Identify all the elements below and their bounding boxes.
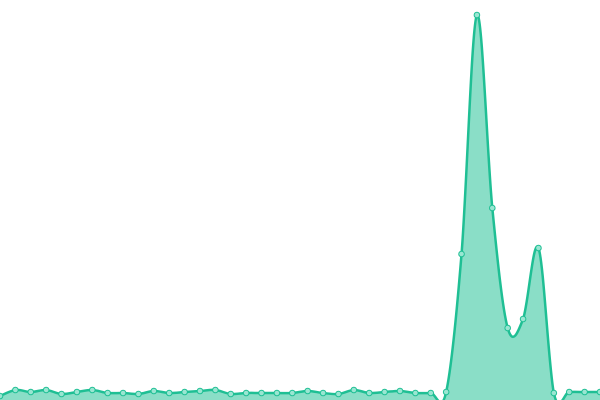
data-point [27, 388, 35, 396]
data-point [335, 390, 342, 398]
data-point [427, 389, 435, 397]
data-point [165, 389, 173, 397]
data-point [381, 388, 388, 396]
data-point [550, 389, 558, 397]
data-point [104, 389, 111, 397]
data-point [396, 387, 404, 395]
data-point [42, 386, 50, 394]
data-point [181, 388, 188, 396]
data-point [89, 386, 96, 394]
data-point [196, 387, 204, 395]
data-point [258, 389, 265, 397]
data-point [596, 388, 600, 396]
data-point [319, 389, 327, 397]
data-point [150, 387, 158, 395]
data-point [273, 389, 281, 397]
data-point [119, 389, 127, 397]
area-fill [0, 14, 600, 400]
data-point [0, 392, 4, 400]
data-point [581, 388, 588, 396]
data-point [412, 389, 419, 397]
data-point [289, 389, 296, 397]
data-point [519, 315, 527, 323]
data-point [365, 389, 373, 397]
data-point [535, 244, 542, 252]
data-point [135, 390, 142, 398]
data-point [73, 388, 81, 396]
data-point [212, 386, 219, 394]
data-point [12, 386, 19, 394]
data-point [242, 389, 250, 397]
data-point [458, 250, 465, 258]
data-point [350, 386, 358, 394]
data-point [304, 387, 311, 395]
data-point [489, 204, 496, 212]
data-point [565, 388, 573, 396]
data-point [227, 390, 235, 398]
data-point [473, 11, 481, 19]
data-point [504, 324, 511, 332]
data-point [58, 390, 65, 398]
data-point [442, 388, 450, 396]
